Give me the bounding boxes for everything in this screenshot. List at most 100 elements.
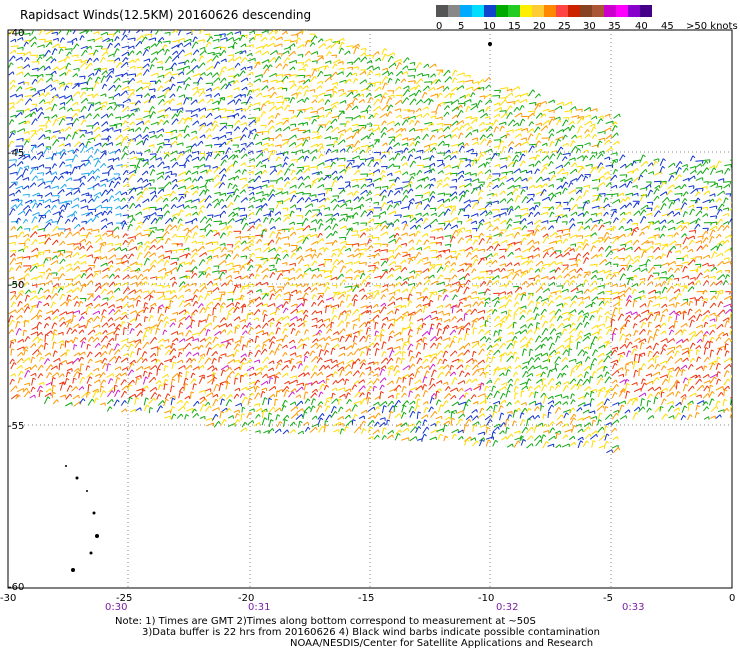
wind-barb-tick — [212, 65, 214, 70]
wind-barb-tick — [158, 79, 162, 83]
wind-barb-tick — [175, 173, 177, 177]
wind-barb — [346, 72, 351, 78]
wind-barb — [331, 81, 338, 85]
wind-barb — [302, 78, 310, 85]
wind-barb — [438, 70, 442, 76]
wind-barb — [290, 159, 298, 161]
wind-barb — [500, 208, 509, 210]
wind-barb-tick — [196, 136, 198, 140]
wind-barb — [386, 97, 391, 105]
wind-barb — [85, 62, 92, 70]
wind-barb — [246, 96, 251, 104]
wind-barb-tick — [190, 118, 193, 122]
wind-barb-tick — [420, 99, 424, 103]
wind-barb-tick — [574, 189, 577, 193]
wind-barb-tick — [154, 88, 156, 92]
wind-barb-tick — [177, 55, 180, 59]
wind-barb — [136, 94, 143, 97]
wind-barb — [128, 59, 134, 64]
wind-barb-tick — [159, 40, 163, 44]
wind-barb-tick — [302, 62, 305, 66]
wind-barb-tick — [296, 159, 299, 163]
wind-barb-tick — [311, 203, 313, 207]
wind-barb — [465, 79, 474, 83]
wind-barb — [449, 186, 457, 188]
wind-barb — [58, 81, 65, 85]
wind-barb-tick — [90, 62, 93, 66]
wind-barb — [262, 43, 268, 48]
wind-barb-tick — [441, 179, 443, 183]
wind-barb — [186, 31, 192, 35]
wind-barb-tick — [301, 31, 303, 35]
wind-barb-tick — [307, 39, 311, 43]
wind-barb-tick — [54, 48, 58, 51]
wind-barb-tick — [137, 58, 140, 62]
wind-barb — [107, 42, 111, 49]
wind-barb — [66, 69, 70, 76]
wind-barb-tick — [373, 83, 376, 87]
wind-barb-tick — [294, 190, 297, 194]
wind-barb — [730, 193, 732, 195]
wind-barb — [45, 77, 52, 83]
wind-barb-tick — [75, 73, 79, 77]
wind-barb — [66, 187, 73, 190]
scale-label: 30 — [583, 21, 596, 32]
wind-barb — [150, 57, 157, 64]
wind-barb-tick — [68, 62, 72, 66]
wind-barb — [415, 62, 421, 69]
wind-barb — [79, 75, 86, 78]
wind-barb-tick — [50, 77, 53, 81]
wind-barb-tick — [27, 82, 30, 86]
wind-barb-tick — [341, 47, 345, 51]
wind-barb — [92, 93, 98, 99]
wind-barb — [283, 57, 289, 64]
wind-barb-tick — [364, 71, 367, 75]
wind-barb-tick — [575, 211, 578, 216]
wind-barb-tick — [248, 236, 250, 240]
wind-barb-tick — [370, 60, 373, 64]
wind-barb — [99, 56, 104, 63]
wind-barb — [212, 86, 219, 91]
wind-barb — [275, 63, 281, 69]
wind-barb-tick — [329, 51, 332, 55]
wind-barb-tick — [239, 56, 242, 60]
wind-barb-tick — [34, 41, 37, 45]
wind-barb-tick — [285, 31, 288, 35]
wind-barb-tick — [160, 30, 162, 32]
wind-barb-tick — [393, 120, 395, 124]
wind-barb-tick — [151, 95, 155, 99]
wind-barb — [150, 30, 153, 34]
wind-barb — [344, 78, 351, 84]
wind-barb-tick — [140, 72, 143, 76]
wind-barb-tick — [457, 99, 460, 103]
wind-barb-tick — [142, 35, 145, 39]
wind-barb-tick — [391, 55, 394, 59]
wind-barb-tick — [426, 233, 429, 237]
wind-barb — [228, 54, 234, 57]
wind-barb-tick — [532, 89, 536, 93]
wind-barb — [358, 93, 364, 97]
wind-barb-tick — [174, 158, 177, 162]
wind-barb — [253, 78, 261, 83]
wind-barb-tick — [257, 61, 261, 65]
wind-barb — [107, 33, 115, 36]
wind-barb — [281, 98, 286, 104]
color-scale-labels: 0 5 10 15 20 25 30 35 40 45 >50 knots — [436, 21, 738, 35]
wind-barb-tick — [618, 199, 621, 203]
wind-barb-tick — [161, 66, 164, 71]
wind-barb-tick — [469, 199, 471, 203]
wind-barb — [296, 98, 303, 103]
wind-barb-tick — [50, 192, 53, 196]
wind-barb-tick — [304, 109, 306, 113]
wind-barb-tick — [533, 194, 535, 198]
wind-barb-tick — [569, 153, 571, 157]
wind-barb-tick — [67, 55, 70, 59]
wind-barb — [120, 61, 128, 68]
wind-barb-tick — [477, 141, 479, 145]
wind-barb-tick — [28, 64, 31, 68]
wind-barb — [456, 85, 464, 91]
wind-barb-tick — [736, 173, 737, 176]
wind-barb — [155, 79, 160, 85]
wind-barb — [58, 30, 63, 35]
wind-barb-tick — [352, 45, 354, 49]
